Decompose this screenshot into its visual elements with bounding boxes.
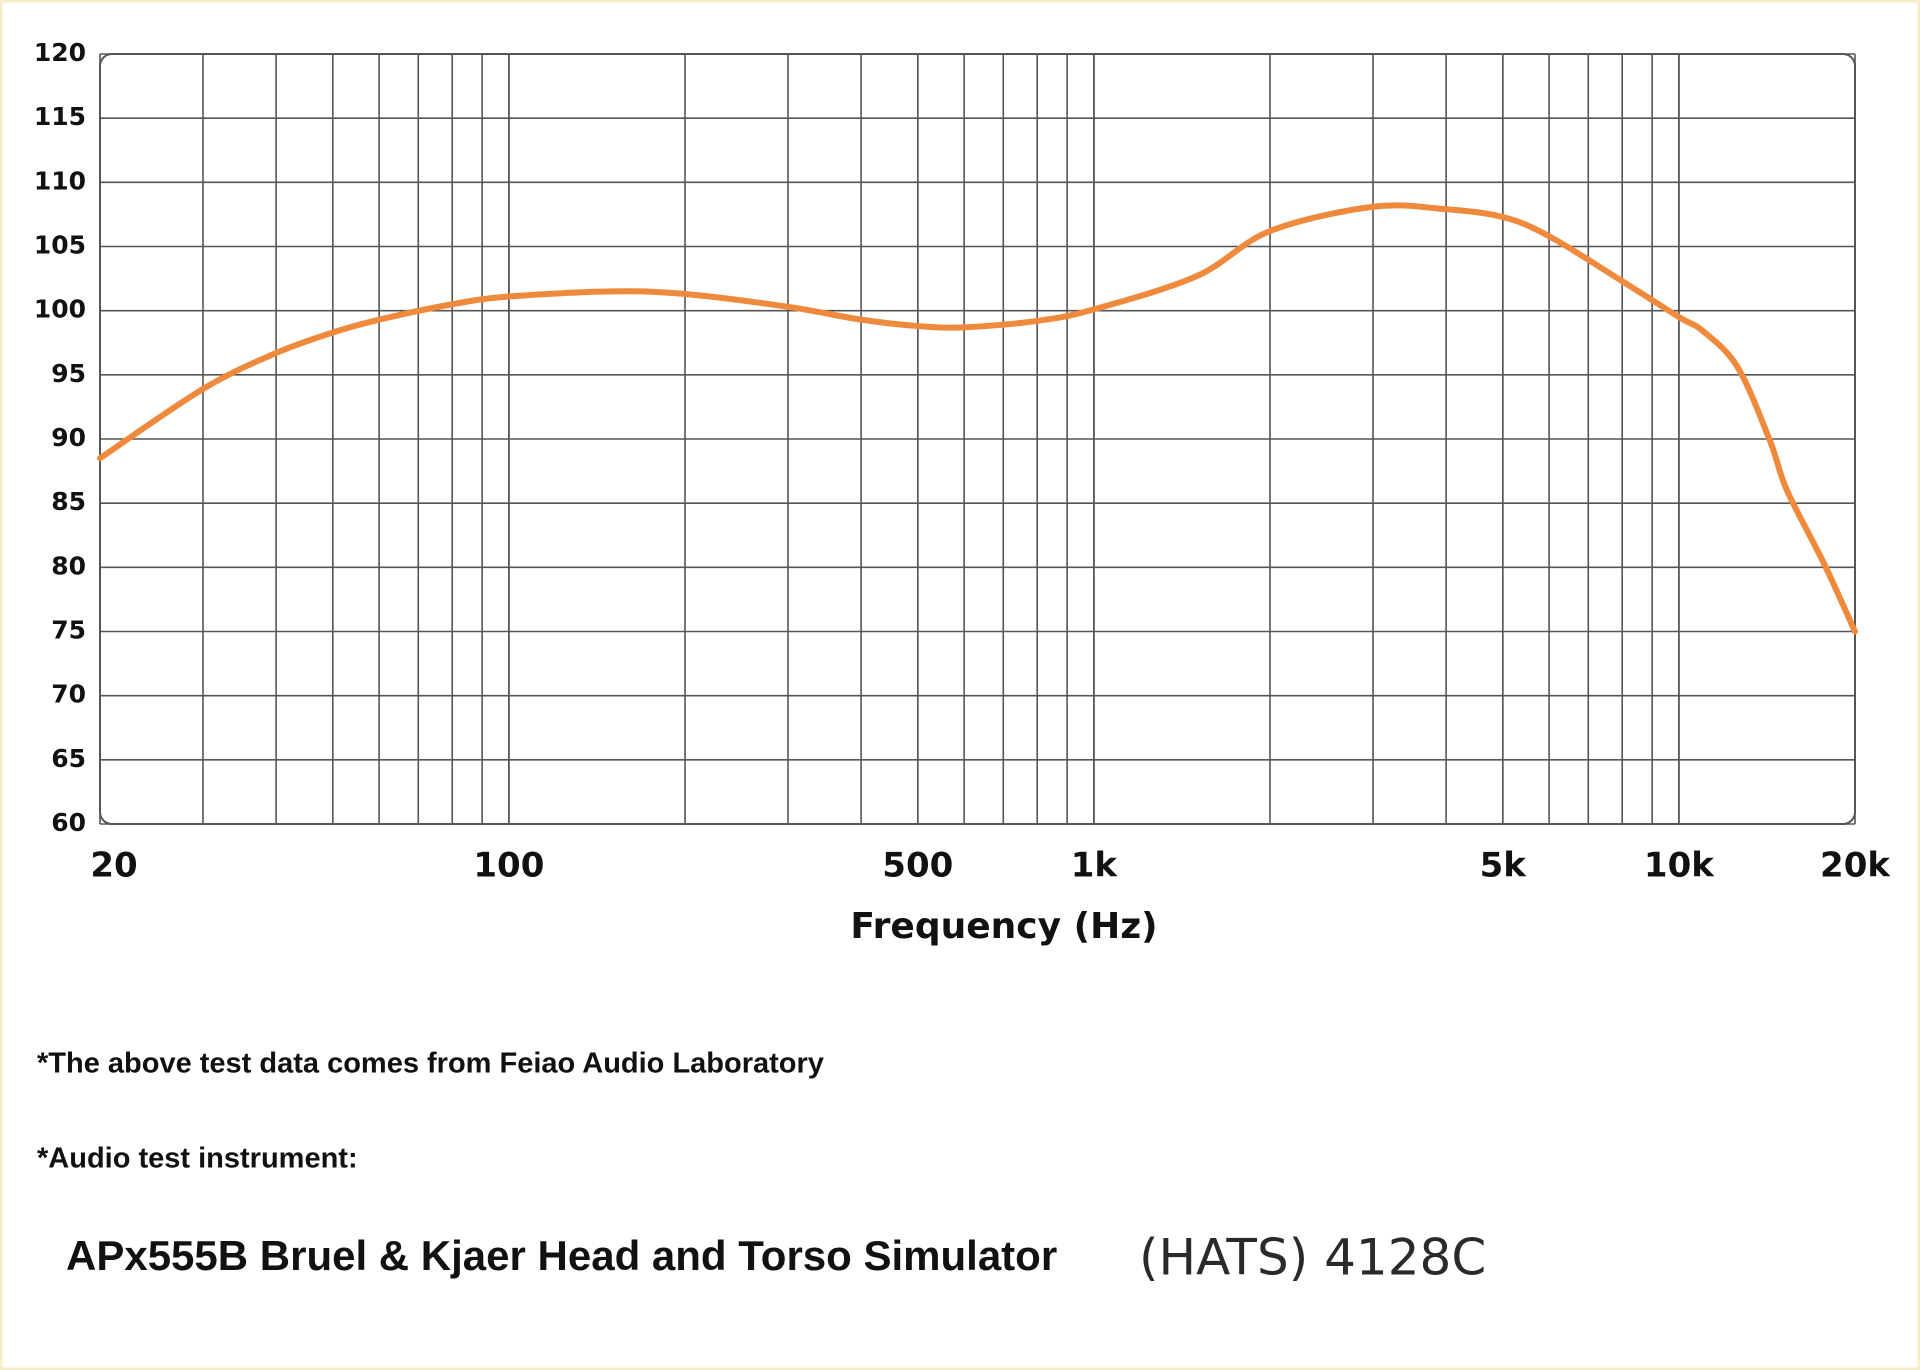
source-note: *The above test data comes from Feiao Au… <box>37 1048 824 1080</box>
y-tick-label: 80 <box>51 551 86 580</box>
plot-border <box>99 53 1856 825</box>
x-tick-label: 20 <box>90 846 137 886</box>
y-tick-label: 120 <box>34 38 86 67</box>
grid: 60 65 70 75 80 85 90 95 100 105 110 115 120 20 100 500 1… <box>34 38 1892 886</box>
y-tick-label: 70 <box>51 680 86 709</box>
x-tick-label: 10k <box>1644 846 1715 886</box>
x-tick-label: 1k <box>1071 846 1119 886</box>
x-tick-label: 20k <box>1820 846 1891 886</box>
plot <box>97 202 1858 635</box>
x-tick-label: 500 <box>882 846 953 886</box>
instrument-model: (HATS) 4128C <box>1139 1229 1486 1287</box>
y-tick-label: 105 <box>34 231 86 260</box>
y-tick-label: 60 <box>51 808 86 837</box>
y-tick-label: 85 <box>51 487 86 516</box>
y-tick-label: 65 <box>51 744 86 773</box>
y-tick-label: 110 <box>34 166 86 195</box>
y-tick-label: 95 <box>51 359 86 388</box>
y-tick-label: 90 <box>51 423 86 452</box>
y-tick-label: 115 <box>34 102 86 131</box>
x-tick-label: 100 <box>473 846 544 886</box>
x-tick-label: 5k <box>1480 846 1528 886</box>
response-curve <box>97 202 1858 635</box>
instrument-name: APx555B Bruel & Kjaer Head and Torso Sim… <box>66 1232 1057 1279</box>
x-axis-label: Frequency (Hz) <box>850 906 1157 947</box>
y-tick-label: 100 <box>34 295 86 324</box>
instrument-label: *Audio test instrument: <box>37 1143 358 1175</box>
y-tick-label: 75 <box>51 616 86 645</box>
